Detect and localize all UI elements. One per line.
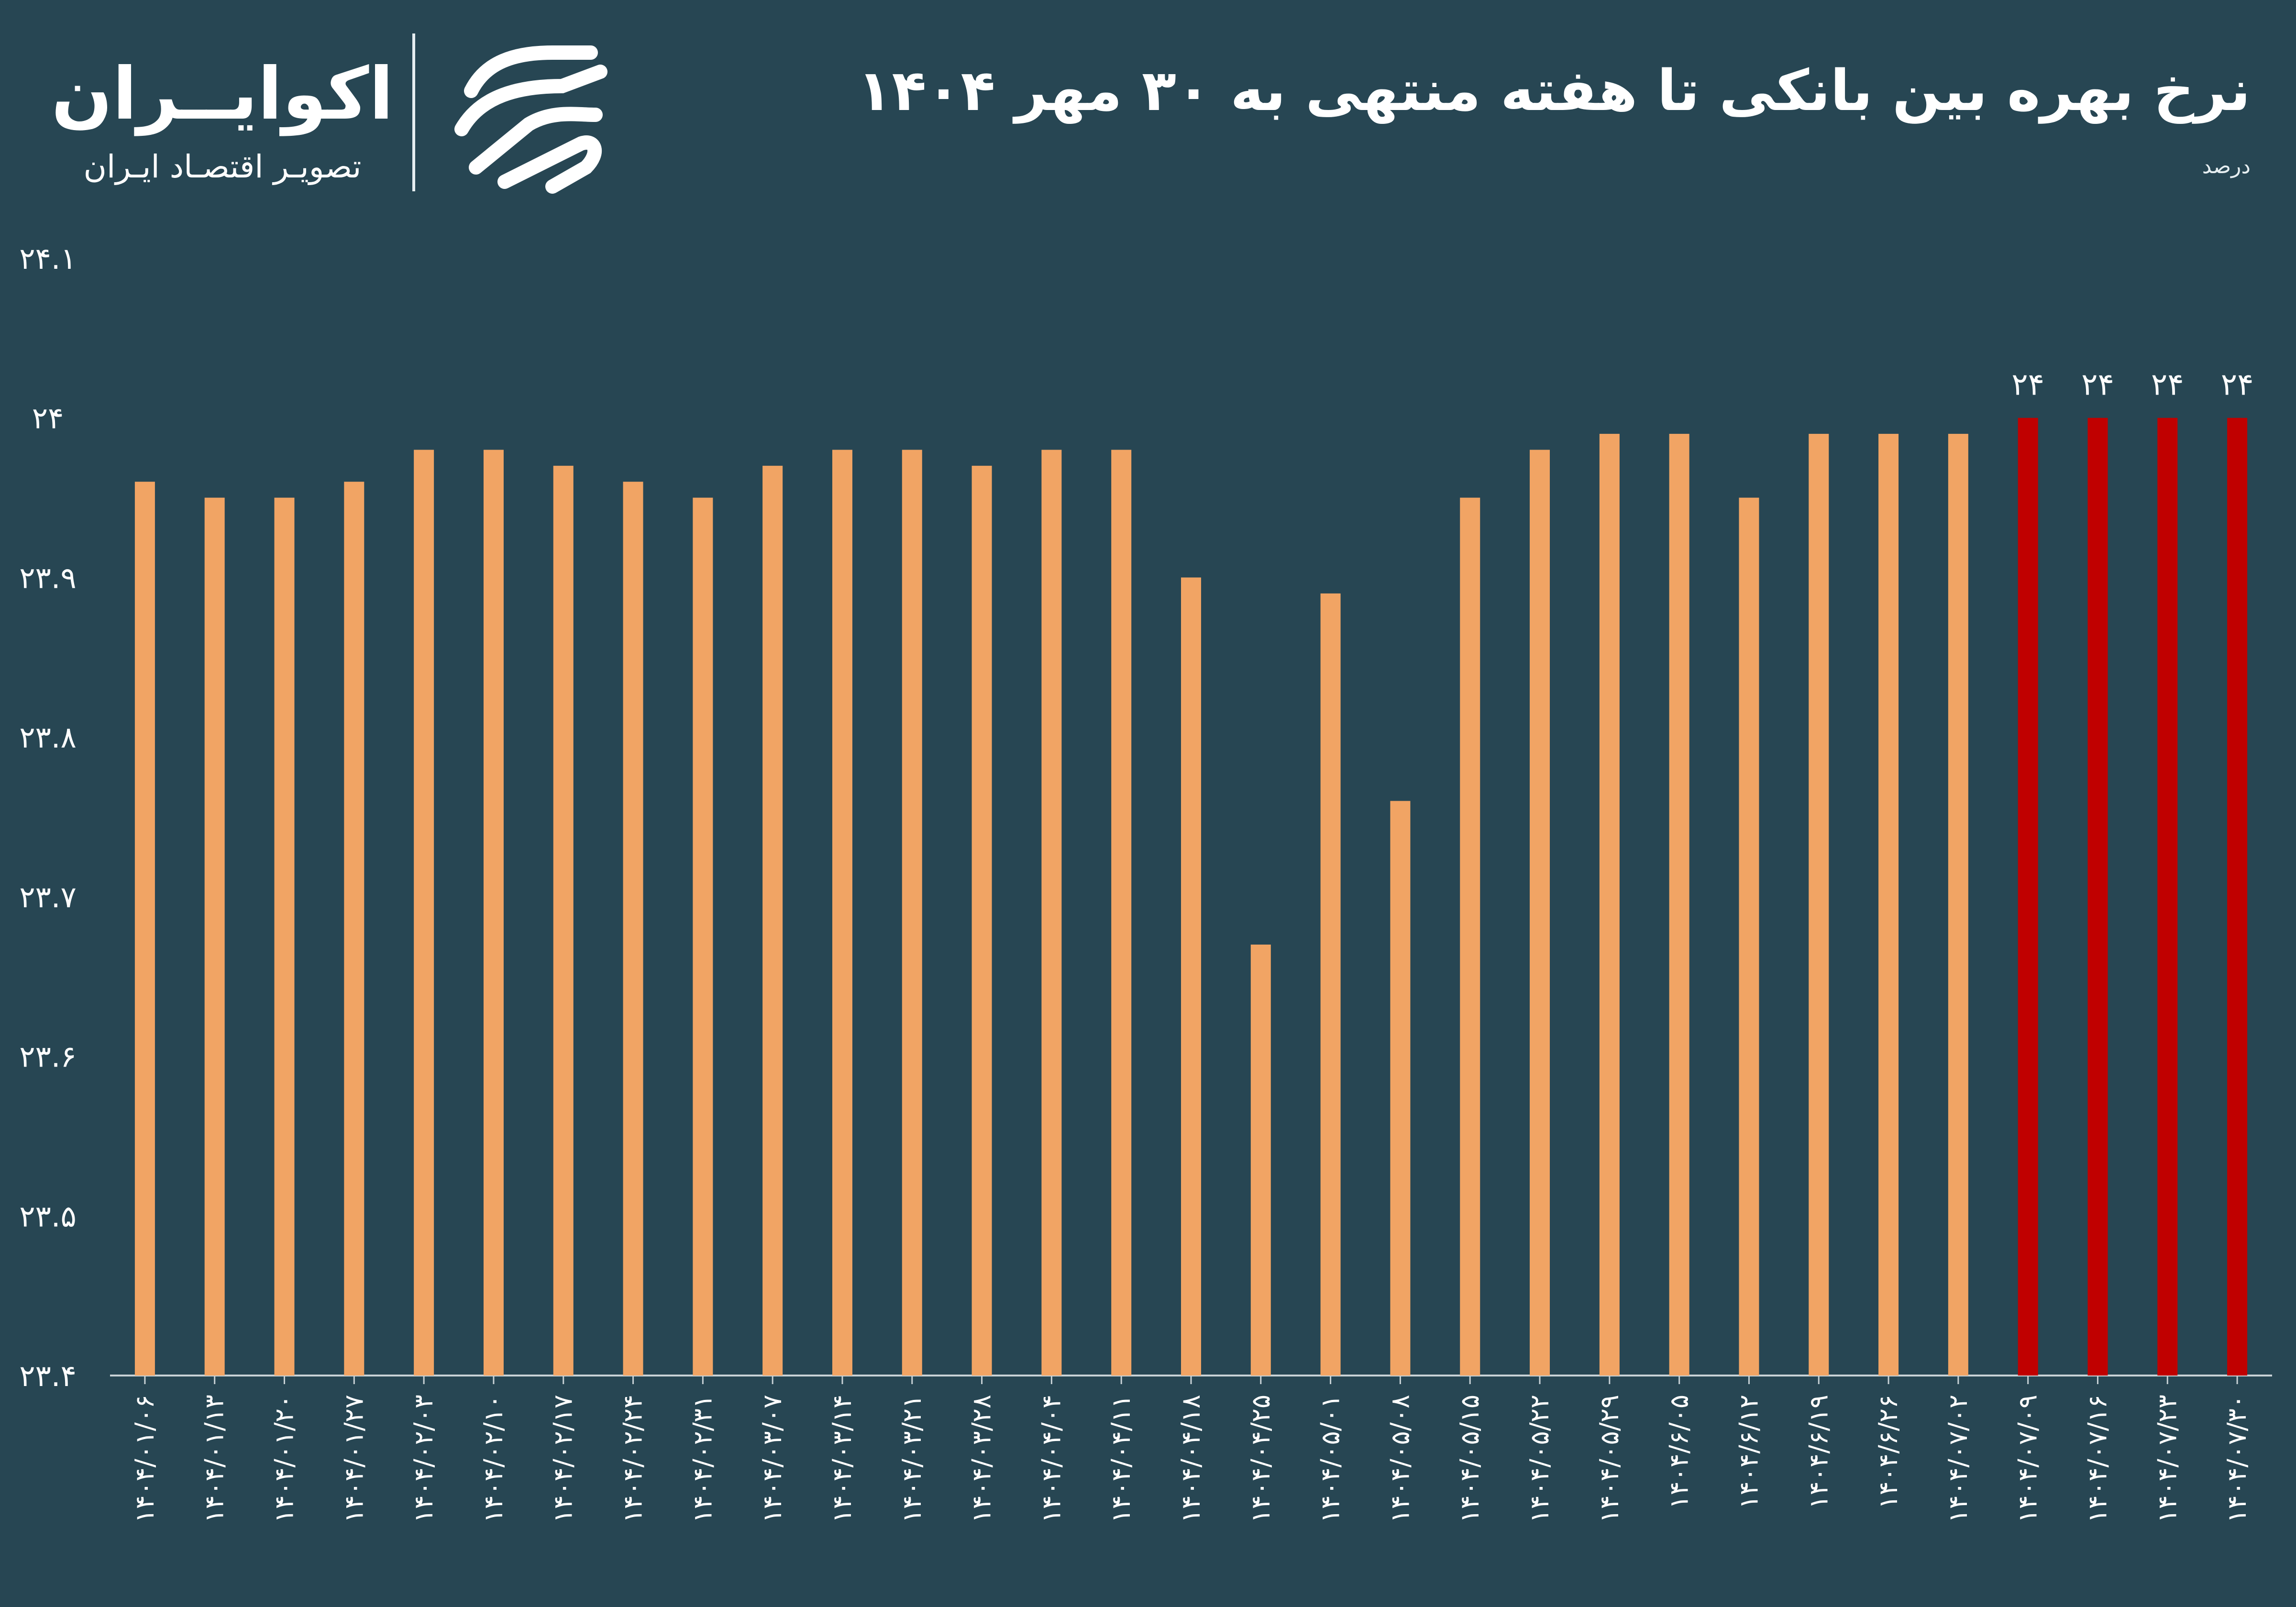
x-tick-label: ۱۴۰۴/۰۳/۲۱ bbox=[897, 1395, 927, 1523]
bar bbox=[1809, 434, 1829, 1376]
bar bbox=[2018, 418, 2038, 1376]
x-tick-label: ۱۴۰۴/۰۴/۱۱ bbox=[1106, 1395, 1136, 1523]
bar bbox=[1530, 450, 1550, 1376]
bar bbox=[623, 482, 643, 1376]
data-labels: ۲۴ ۲۴ ۲۴ ۲۴ bbox=[2011, 367, 2253, 403]
x-tick-label: ۱۴۰۴/۰۷/۰۹ bbox=[2013, 1395, 2043, 1523]
bar bbox=[1599, 434, 1620, 1376]
x-tick-label: ۱۴۰۴/۰۲/۳۱ bbox=[687, 1395, 718, 1523]
data-label: ۲۴ bbox=[2221, 367, 2254, 403]
x-tick-label: ۱۴۰۴/۰۳/۲۸ bbox=[967, 1395, 997, 1523]
x-axis: ۱۴۰۴/۰۱/۰۶ ۱۴۰۴/۰۱/۱۳ ۱۴۰۴/۰۱/۲۰ ۱۴۰۴/۰۱/۲۷… bbox=[130, 1376, 2252, 1523]
x-tick-label: ۱۴۰۴/۰۱/۱۳ bbox=[199, 1395, 230, 1523]
x-tick-label: ۱۴۰۴/۶/۰۵ bbox=[1664, 1395, 1694, 1509]
bar bbox=[1320, 593, 1341, 1376]
bar bbox=[2087, 418, 2108, 1376]
bar bbox=[1250, 944, 1271, 1376]
x-tick-label: ۱۴۰۴/۰۳/۱۴ bbox=[827, 1395, 857, 1523]
brand-divider bbox=[412, 33, 415, 191]
data-label: ۲۴ bbox=[2081, 367, 2114, 403]
x-tick-label: ۱۴۰۴/۰۱/۲۷ bbox=[339, 1395, 369, 1523]
bar bbox=[1878, 434, 1899, 1376]
brand-name: اکوایــران bbox=[51, 53, 394, 136]
x-tick-label: ۱۴۰۴/۰۴/۱۸ bbox=[1176, 1395, 1206, 1523]
bar bbox=[2227, 418, 2248, 1376]
x-tick-label: ۱۴۰۴/۰۲/۱۰ bbox=[478, 1395, 508, 1523]
y-tick-label: ۲۳.۷ bbox=[19, 880, 77, 914]
data-label: ۲۴ bbox=[2011, 367, 2044, 403]
x-tick-label: ۱۴۰۴/۰۵/۲۹ bbox=[1594, 1395, 1624, 1523]
unit-label: درصد bbox=[2202, 154, 2251, 178]
bar bbox=[762, 465, 783, 1376]
x-tick-label: ۱۴۰۴/۰۵/۱۵ bbox=[1455, 1395, 1485, 1523]
bar bbox=[1181, 577, 1201, 1376]
bar bbox=[971, 465, 992, 1376]
x-tick-label: ۱۴۰۴/۰۴/۰۴ bbox=[1036, 1395, 1066, 1523]
y-tick-label: ۲۳.۴ bbox=[19, 1358, 77, 1393]
bar bbox=[204, 497, 225, 1376]
x-tick-label: ۱۴۰۴/۰۲/۰۳ bbox=[408, 1395, 439, 1523]
bar bbox=[902, 450, 922, 1376]
x-tick-label: ۱۴۰۴/۰۳/۰۷ bbox=[757, 1395, 787, 1523]
data-label: ۲۴ bbox=[2151, 367, 2184, 403]
chart-title: نرخ بهره بین بانکی تا هفته منتهی به ۳۰ م… bbox=[857, 57, 2251, 123]
x-tick-label: ۱۴۰۴/۰۷/۳۰ bbox=[2222, 1395, 2252, 1523]
bar-series bbox=[134, 418, 2248, 1376]
x-tick-label: ۱۴۰۴/۰۱/۲۰ bbox=[269, 1395, 299, 1523]
y-tick-label: ۲۴ bbox=[32, 401, 64, 436]
bar bbox=[1390, 801, 1411, 1376]
x-tick-label: ۱۴۰۴/۰۷/۰۲ bbox=[1943, 1395, 1973, 1523]
bar bbox=[344, 482, 364, 1376]
y-tick-label: ۲۳.۵ bbox=[19, 1199, 77, 1233]
x-tick-label: ۱۴۰۴/۰۵/۰۸ bbox=[1385, 1395, 1415, 1523]
bar bbox=[693, 497, 713, 1376]
y-tick-label: ۲۴.۱ bbox=[19, 241, 77, 276]
bar bbox=[2157, 418, 2178, 1376]
bar bbox=[1111, 450, 1132, 1376]
bar bbox=[1460, 497, 1480, 1376]
x-tick-label: ۱۴۰۴/۰۷/۲۳ bbox=[2152, 1395, 2182, 1523]
bar bbox=[553, 465, 574, 1376]
bar bbox=[1041, 450, 1062, 1376]
bar bbox=[1948, 434, 1968, 1376]
x-tick-label: ۱۴۰۴/۶/۲۶ bbox=[1873, 1395, 1903, 1509]
ecoiran-logo-icon bbox=[454, 45, 607, 194]
bar bbox=[414, 450, 434, 1376]
bar bbox=[134, 482, 155, 1376]
x-tick-label: ۱۴۰۴/۰۱/۰۶ bbox=[130, 1395, 160, 1523]
y-tick-label: ۲۳.۹ bbox=[19, 560, 77, 595]
bar bbox=[483, 450, 504, 1376]
bar bbox=[832, 450, 852, 1376]
y-axis: ۲۳.۴ ۲۳.۵ ۲۳.۶ ۲۳.۷ ۲۳.۸ ۲۳.۹ ۲۴ ۲۴.۱ bbox=[19, 241, 77, 1393]
x-tick-label: ۱۴۰۴/۰۵/۲۲ bbox=[1524, 1395, 1555, 1523]
x-tick-label: ۱۴۰۴/۰۴/۲۵ bbox=[1246, 1395, 1276, 1523]
y-tick-label: ۲۳.۸ bbox=[19, 720, 77, 755]
brand-tagline: تصویـر اقتصـاد ایـران bbox=[83, 148, 362, 185]
bar bbox=[1739, 497, 1759, 1376]
x-tick-label: ۱۴۰۴/۰۲/۱۷ bbox=[548, 1395, 578, 1523]
brand-block: اکوایــران تصویـر اقتصـاد ایـران bbox=[45, 33, 619, 196]
x-tick-label: ۱۴۰۴/۰۷/۱۶ bbox=[2082, 1395, 2112, 1523]
x-tick-label: ۱۴۰۴/۰۵/۰۱ bbox=[1315, 1395, 1346, 1523]
x-tick-label: ۱۴۰۴/۰۲/۲۴ bbox=[618, 1395, 648, 1523]
bar bbox=[274, 497, 295, 1376]
x-tick-label: ۱۴۰۴/۶/۱۲ bbox=[1733, 1395, 1764, 1509]
bar bbox=[1669, 434, 1689, 1376]
y-tick-label: ۲۳.۶ bbox=[19, 1039, 77, 1074]
x-tick-label: ۱۴۰۴/۶/۱۹ bbox=[1803, 1395, 1833, 1509]
